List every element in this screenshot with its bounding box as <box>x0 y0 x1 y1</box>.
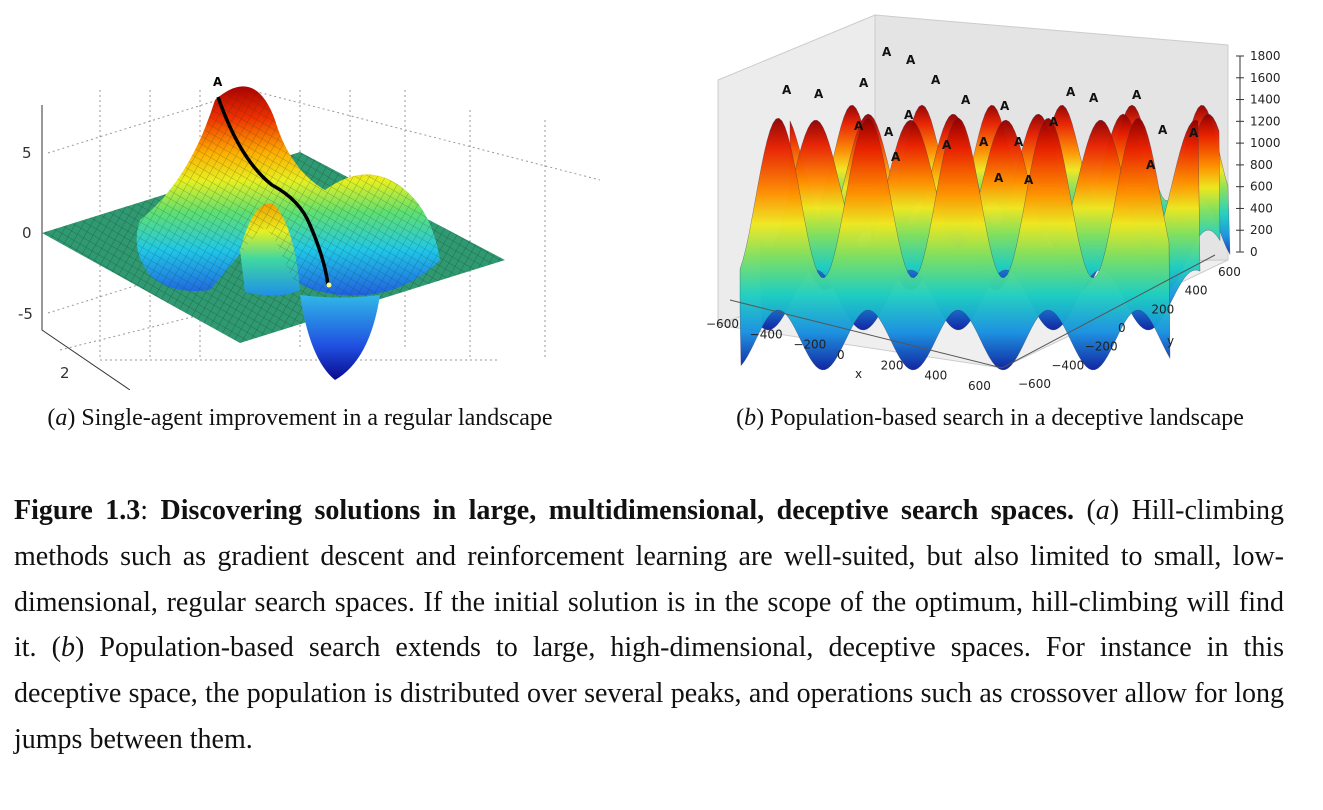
y-tick-label: −200 <box>1085 340 1118 354</box>
y-tick-label: −400 <box>1051 358 1084 372</box>
peak-marker: A <box>1000 99 1010 113</box>
peak-marker: A <box>1132 88 1142 102</box>
figure-a-surface-plot: 5 0 -5 2 A <box>0 60 601 391</box>
x-tick-label: −200 <box>793 338 826 352</box>
z-tick-label: 600 <box>1250 180 1273 194</box>
surface-minimum <box>300 295 380 380</box>
y-tick-label: 600 <box>1218 265 1241 279</box>
caption-text-b: Population-based search extends to large… <box>14 632 1285 755</box>
x-tick-label: 400 <box>924 369 947 383</box>
z-tick-label: 1600 <box>1250 71 1281 85</box>
y-tick-label: −600 <box>1018 377 1051 391</box>
subcaption-b: (b) Population-based search in a decepti… <box>736 405 1244 431</box>
peak-marker: A <box>1158 123 1168 137</box>
surface-waves <box>739 104 1231 371</box>
peak-marker: A <box>882 45 892 59</box>
peak-marker: A <box>782 83 792 97</box>
x-tick-label: −400 <box>750 327 783 341</box>
peak-marker: A <box>942 138 952 152</box>
caption-a-letter: a <box>1095 495 1110 526</box>
z-tick-label: 800 <box>1250 158 1273 172</box>
peak-marker: A <box>906 53 916 67</box>
peak-marker: A <box>814 87 824 101</box>
caption-label: Figure 1.3 <box>14 495 141 526</box>
x-tick-label: −600 <box>706 317 739 331</box>
peak-marker: A <box>1089 91 1099 105</box>
peak-marker: A <box>213 75 223 89</box>
peak-marker: A <box>1024 173 1034 187</box>
peak-marker: A <box>854 119 864 133</box>
caption-text-a: Hill-climbing methods such as gradient d… <box>14 495 1284 664</box>
subcaption-b-letter: b <box>744 405 757 431</box>
subcaption-b-text: Population-based search in a deceptive l… <box>764 405 1244 431</box>
x-tick-label: 0 <box>837 348 845 362</box>
caption-b-letter: b <box>60 632 75 664</box>
subcaption-a: (a) Single-agent improvement in a regula… <box>47 405 553 431</box>
z-tick-label: 1000 <box>1250 136 1281 150</box>
y-axis-label: y <box>1167 334 1174 348</box>
z-tick-label: 400 <box>1250 201 1273 215</box>
figure-caption: Figure 1.3: Discovering solutions in lar… <box>14 495 1285 755</box>
axis-lines <box>41 105 131 391</box>
y-tick-label: 400 <box>1185 284 1208 298</box>
subcaption-a-text: Single-agent improvement in a regular la… <box>75 405 553 431</box>
z-tick: 0 <box>22 224 32 242</box>
peak-marker: A <box>961 93 971 107</box>
path-end-point <box>326 282 332 288</box>
x-axis-label: x <box>855 367 862 381</box>
z-tick: -5 <box>18 305 33 323</box>
y-tick-label: 200 <box>1151 302 1174 316</box>
z-tick-label: 1400 <box>1250 93 1281 107</box>
peak-marker: A <box>904 108 914 122</box>
y-tick: 2 <box>60 364 70 382</box>
z-tick-labels: 5 0 -5 2 <box>18 144 70 382</box>
z-tick-label: 1200 <box>1250 114 1281 128</box>
figure-b-surface-plot: 0 200 400 600 800 1000 1200 1400 1600 1800 −600 −4… <box>700 0 1300 400</box>
peak-marker: A <box>1189 126 1199 140</box>
peak-marker: A <box>1146 158 1156 172</box>
peak-marker: A <box>931 73 941 87</box>
peak-marker: A <box>884 125 894 139</box>
peak-marker: A <box>994 171 1004 185</box>
y-tick-label: 0 <box>1118 321 1126 335</box>
peak-marker: A <box>1049 115 1059 129</box>
z-tick-label: 200 <box>1250 223 1273 237</box>
z-tick-label: 0 <box>1250 245 1258 259</box>
subcaption-a-letter: a <box>55 405 68 431</box>
z-tick: 5 <box>22 144 32 162</box>
caption-title: Discovering solutions in large, multidim… <box>160 495 1074 526</box>
peak-marker: A <box>859 76 869 90</box>
peak-marker: A <box>979 135 989 149</box>
peak-marker: A <box>1014 135 1024 149</box>
surface-wave-row <box>739 118 1171 371</box>
peak-marker: A <box>891 150 901 164</box>
z-tick-label: 1800 <box>1250 49 1281 63</box>
hill-climbing-path <box>216 96 330 286</box>
x-tick-label: 200 <box>881 358 904 372</box>
x-tick-label: 600 <box>968 379 991 393</box>
peak-marker: A <box>1066 85 1076 99</box>
